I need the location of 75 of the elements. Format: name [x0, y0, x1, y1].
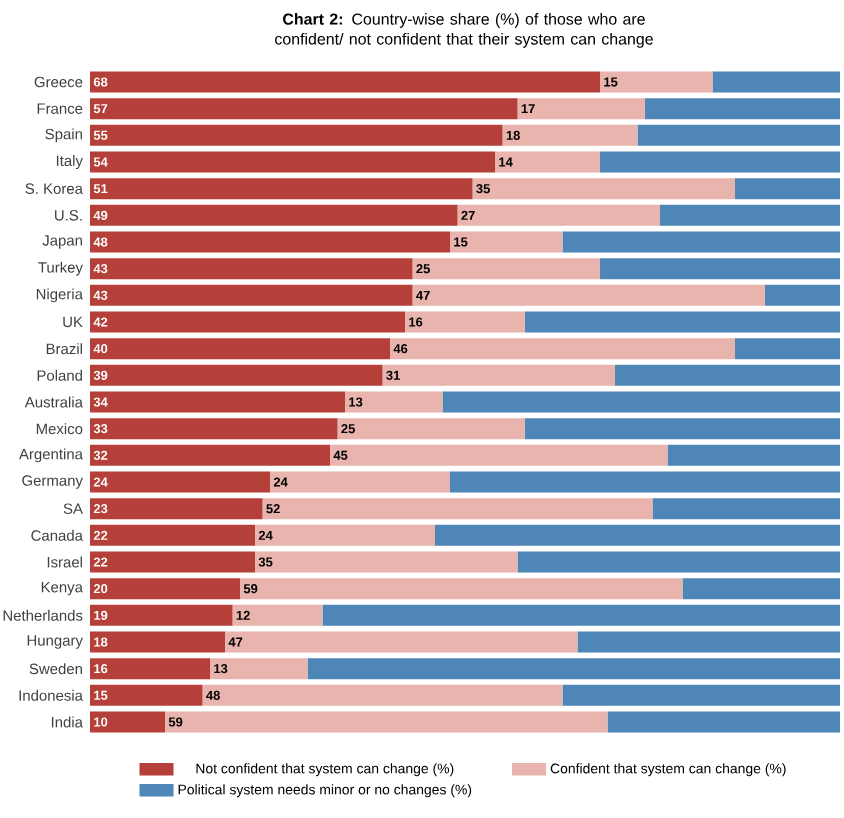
bar — [712, 71, 841, 93]
bar — [232, 604, 323, 626]
bar — [90, 311, 405, 333]
bar — [90, 338, 390, 360]
bar — [682, 578, 841, 600]
bar — [90, 658, 210, 680]
bar — [330, 444, 668, 466]
bar — [307, 658, 841, 680]
bar — [660, 204, 841, 226]
bar — [525, 418, 841, 440]
bar — [562, 231, 841, 253]
bar — [637, 124, 841, 146]
bar — [517, 551, 841, 573]
bar — [90, 71, 601, 93]
bar — [412, 284, 766, 306]
bar — [240, 578, 683, 600]
bar — [412, 258, 601, 280]
bar — [165, 711, 608, 733]
bar — [502, 124, 638, 146]
bar — [577, 631, 841, 653]
bar — [90, 604, 233, 626]
bar — [322, 604, 841, 626]
bar — [225, 631, 578, 653]
bar — [435, 524, 841, 546]
bar — [262, 498, 653, 520]
bar — [90, 258, 413, 280]
bar — [210, 658, 308, 680]
bar — [337, 418, 526, 440]
bar — [90, 711, 165, 733]
bar — [90, 364, 383, 386]
bar — [517, 98, 646, 120]
bar — [390, 338, 736, 360]
bar — [345, 391, 443, 413]
bar — [90, 498, 263, 520]
bar — [645, 98, 841, 120]
bar — [90, 231, 450, 253]
bar — [90, 578, 240, 600]
bar — [90, 151, 496, 173]
bar — [457, 204, 661, 226]
bar — [90, 631, 225, 653]
bar — [90, 178, 473, 200]
bar — [255, 551, 518, 573]
bar — [600, 258, 841, 280]
bar — [90, 204, 458, 226]
bar — [735, 338, 841, 360]
bar — [90, 98, 518, 120]
bar — [735, 178, 841, 200]
bar — [607, 711, 841, 733]
bar — [765, 284, 841, 306]
bar — [270, 471, 450, 493]
bar — [442, 391, 841, 413]
bar — [90, 391, 345, 413]
bar — [600, 151, 841, 173]
bar — [90, 524, 255, 546]
bar — [90, 684, 203, 706]
bar — [90, 124, 503, 146]
bar — [600, 71, 713, 93]
bar — [450, 471, 841, 493]
bar — [472, 178, 736, 200]
bar — [525, 311, 841, 333]
bar — [405, 311, 526, 333]
bar — [450, 231, 563, 253]
bar — [255, 524, 435, 546]
bar — [90, 471, 270, 493]
bar — [90, 551, 255, 573]
bar — [90, 284, 413, 306]
bar — [90, 444, 330, 466]
bar — [495, 151, 601, 173]
bar — [652, 498, 841, 520]
bar — [562, 684, 841, 706]
bar — [615, 364, 841, 386]
bar — [382, 364, 616, 386]
bar — [202, 684, 563, 706]
bar — [90, 418, 338, 440]
bar — [667, 444, 841, 466]
